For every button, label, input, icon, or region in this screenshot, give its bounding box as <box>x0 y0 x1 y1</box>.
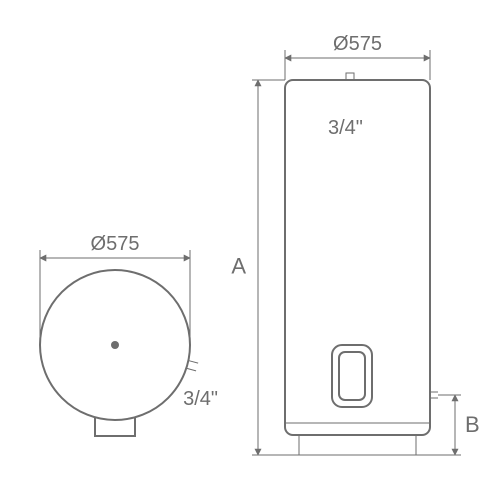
top-view-port <box>188 361 198 364</box>
label-B: B <box>465 412 480 437</box>
height-label-A: A <box>231 254 246 279</box>
technical-drawing: Ø575 3/4" Ø575 3/4" A B <box>0 0 500 500</box>
center-mark <box>111 341 119 349</box>
top-view-port <box>186 368 196 371</box>
front-port-label: 3/4" <box>328 117 363 139</box>
front-view: Ø575 3/4" A B <box>231 33 479 455</box>
top-view: Ø575 3/4" <box>40 233 218 436</box>
top-diameter-label: Ø575 <box>91 233 140 255</box>
top-port <box>346 73 354 80</box>
top-port-label: 3/4" <box>183 388 218 410</box>
front-diameter-label: Ø575 <box>333 33 382 55</box>
